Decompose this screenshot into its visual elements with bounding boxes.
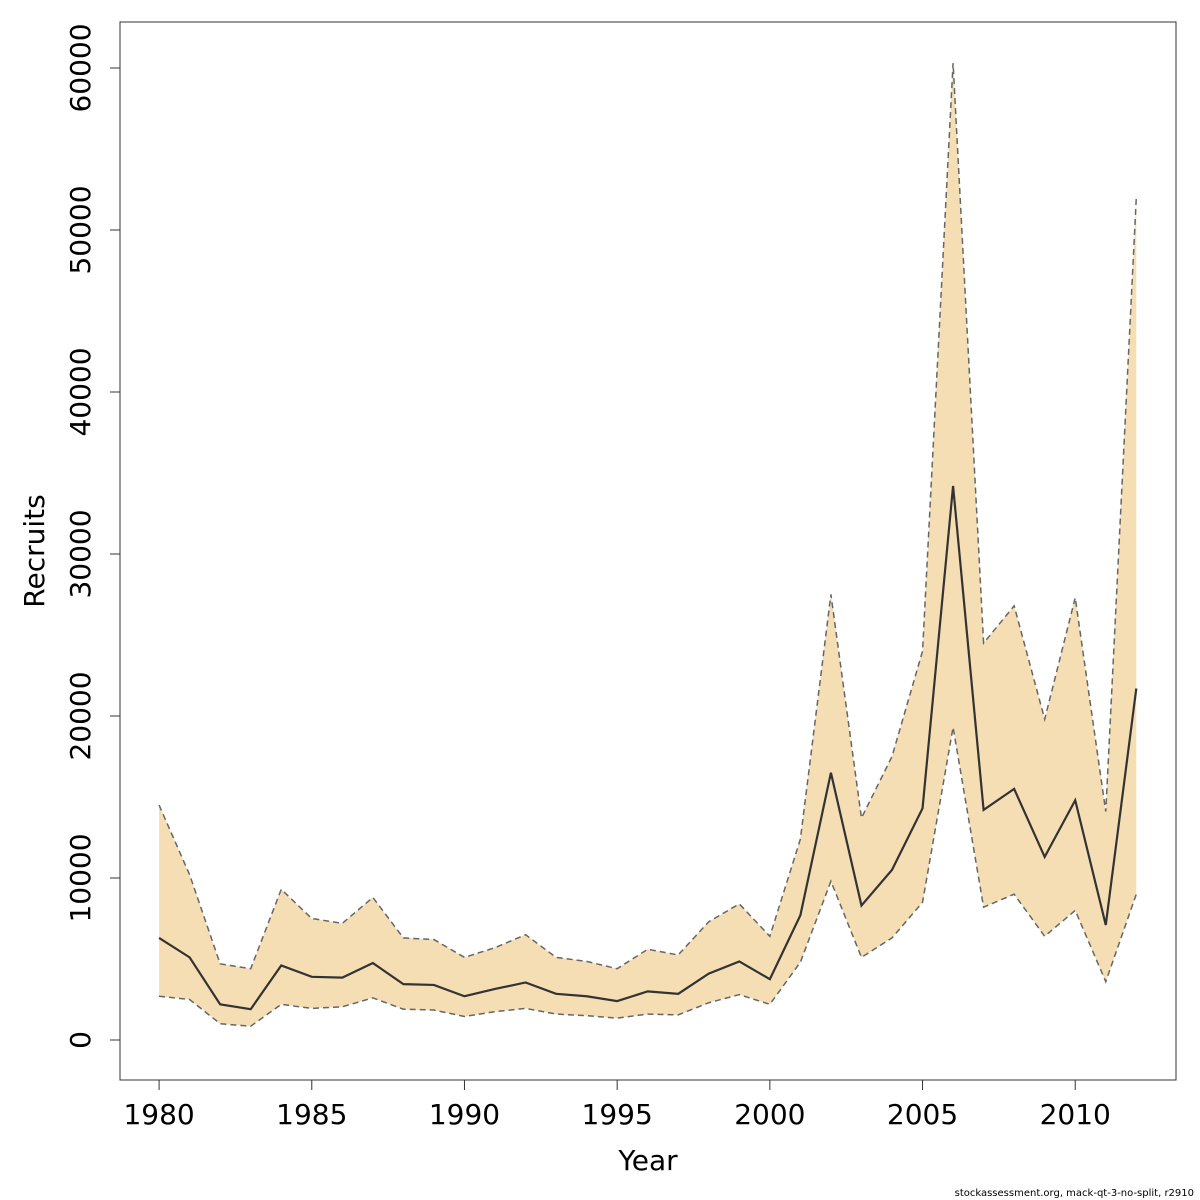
confidence-band — [159, 63, 1137, 1027]
y-tick-label: 50000 — [64, 185, 97, 274]
y-tick-label: 40000 — [64, 347, 97, 436]
x-tick-label: 1995 — [582, 1098, 653, 1131]
x-tick-label: 2000 — [734, 1098, 805, 1131]
y-tick-label: 60000 — [64, 23, 97, 112]
x-tick-label: 1980 — [123, 1098, 194, 1131]
y-tick-label: 20000 — [64, 671, 97, 760]
lower-bound-line — [159, 727, 1138, 1027]
x-tick-label: 2010 — [1040, 1098, 1111, 1131]
y-tick-label: 30000 — [64, 509, 97, 598]
y-tick-label: 10000 — [64, 833, 97, 922]
x-tick-label: 2005 — [887, 1098, 958, 1131]
upper-bound-line — [158, 63, 1138, 970]
y-tick-label: 0 — [64, 1031, 97, 1049]
x-tick-label: 1990 — [429, 1098, 500, 1131]
y-axis-label: Recruits — [18, 494, 51, 607]
x-tick-label: 1985 — [276, 1098, 347, 1131]
estimate-line — [158, 485, 1138, 1011]
footnote: stockassessment.org, mack-qt-3-no-split,… — [955, 1188, 1194, 1199]
x-axis-label: Year — [617, 1144, 678, 1177]
